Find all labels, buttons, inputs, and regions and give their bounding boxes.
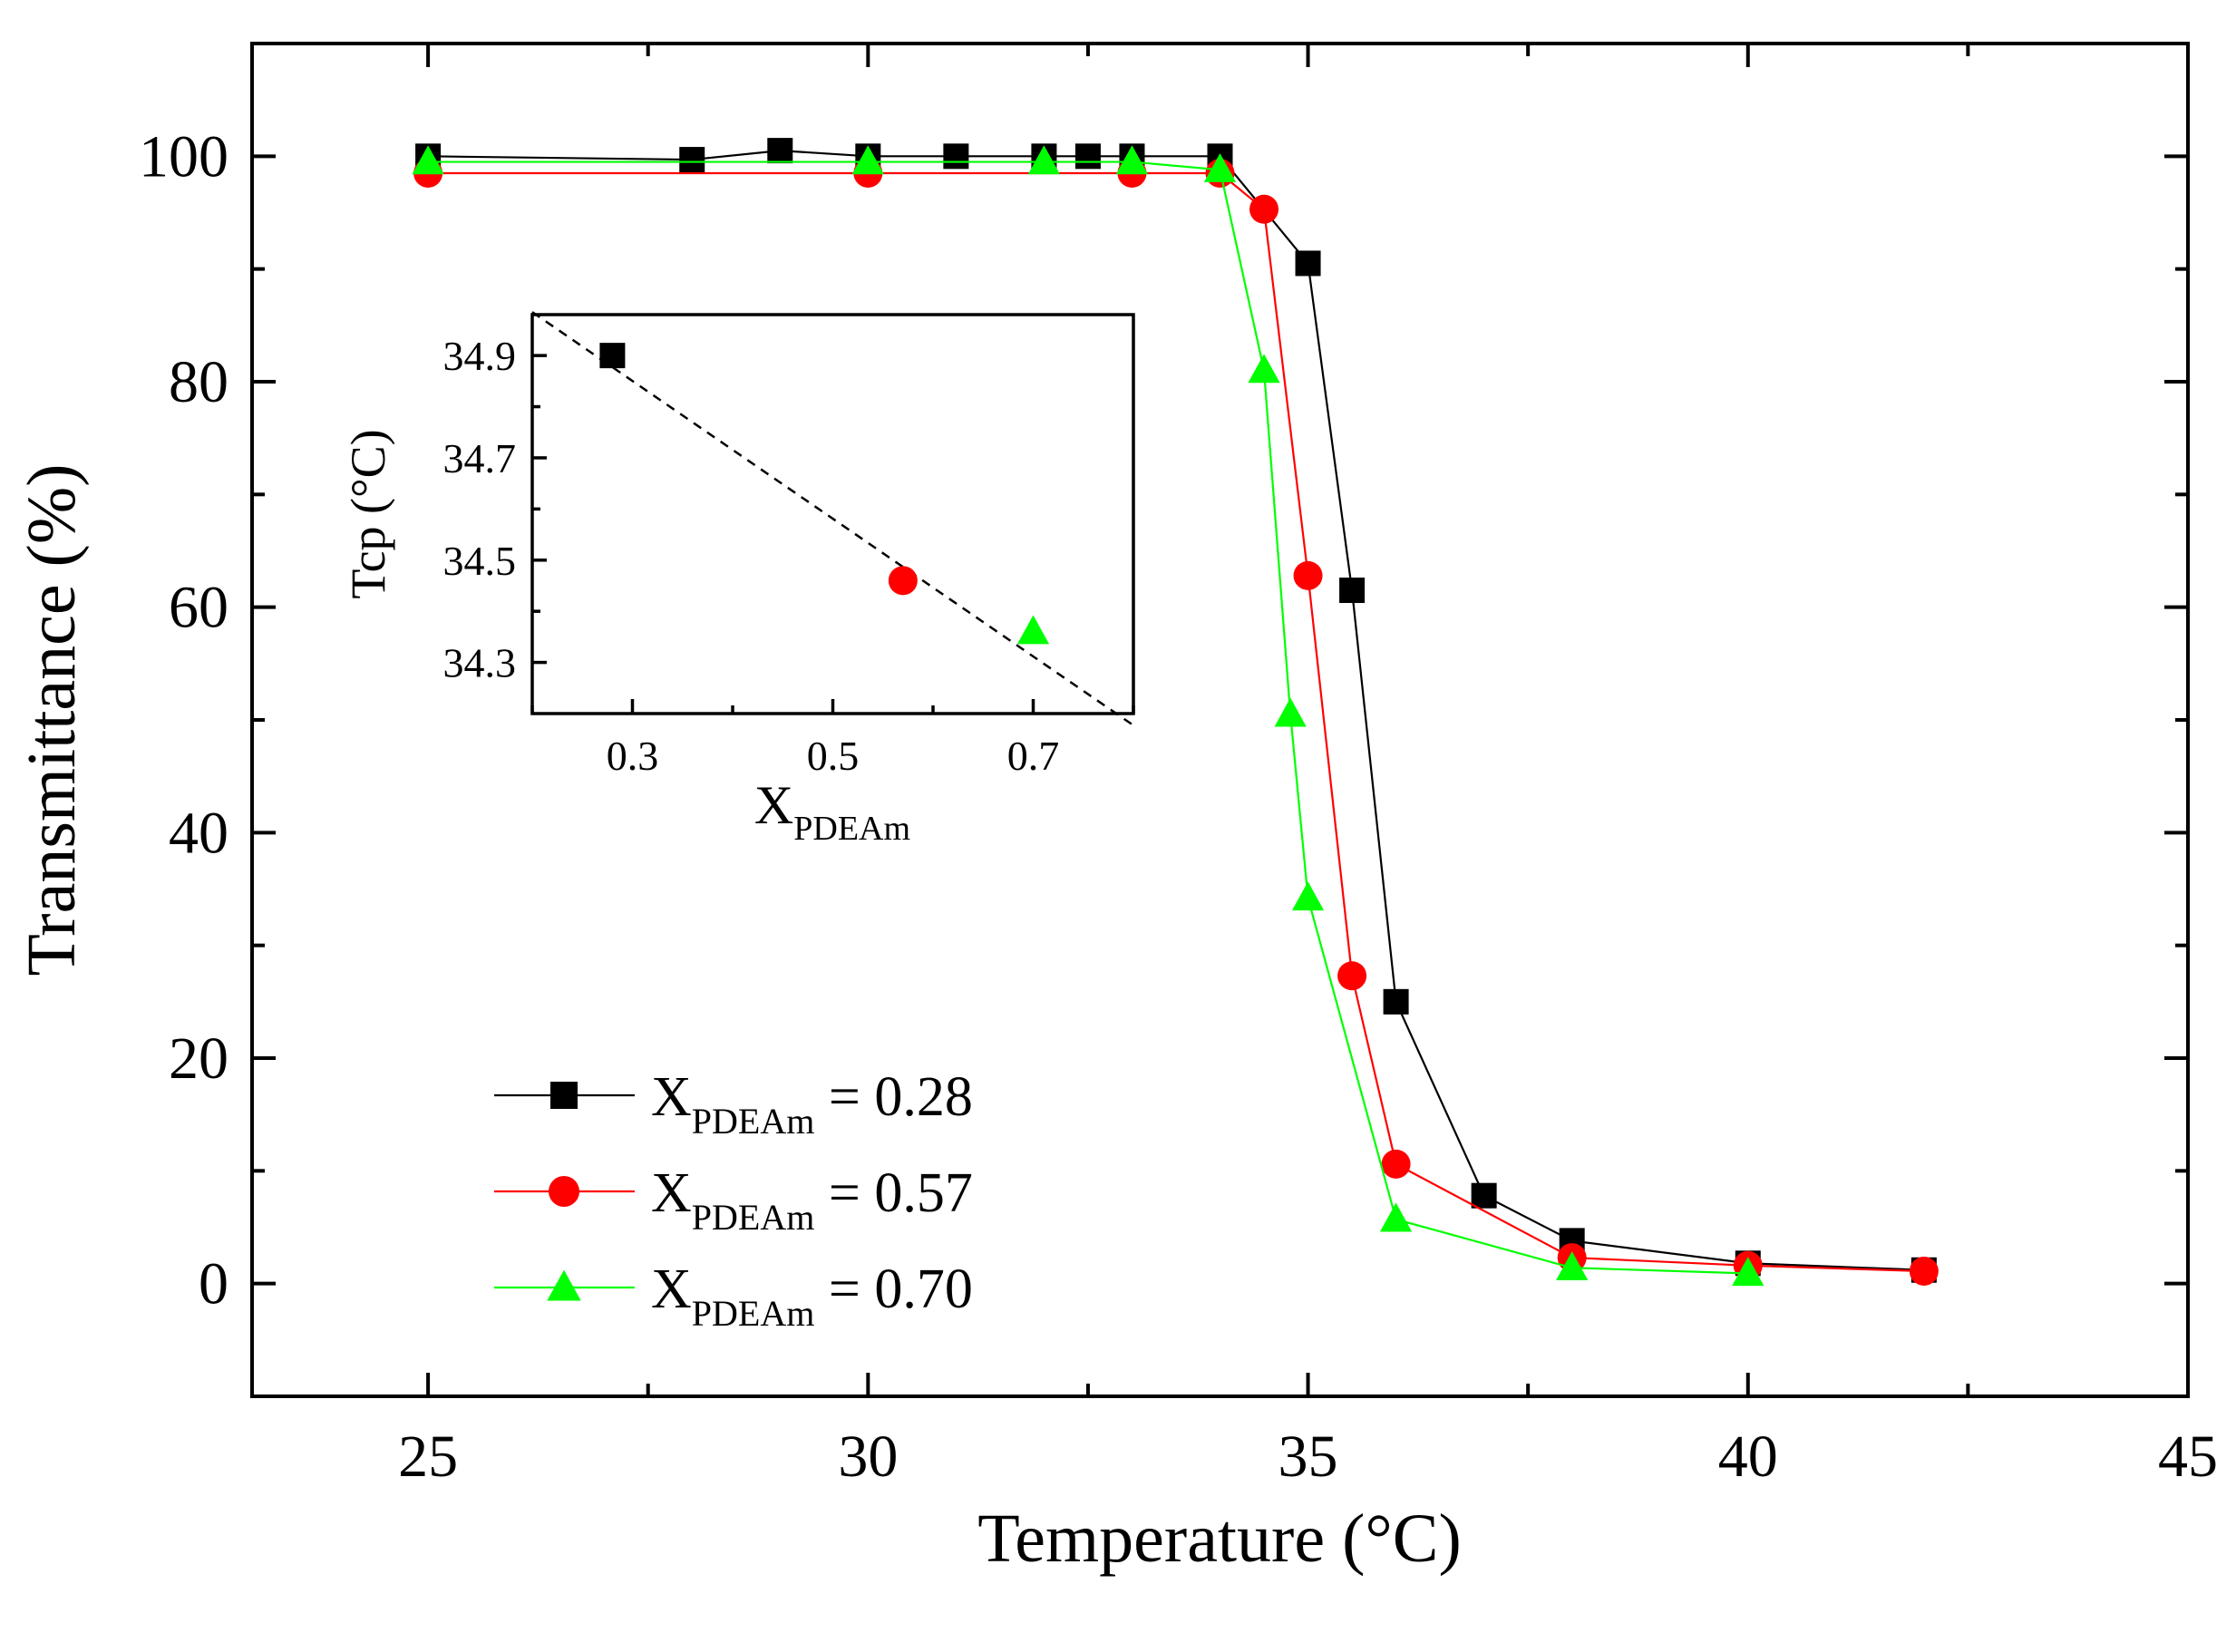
series-triangle — [412, 145, 1764, 1287]
x-tick-label: 25 — [398, 1424, 458, 1490]
x-axis-label: Temperature (°C) — [977, 1501, 1462, 1577]
y-tick-label: 60 — [169, 575, 228, 641]
inset-fit-line — [531, 311, 1134, 727]
legend-label: XPDEAm = 0.70 — [651, 1258, 973, 1334]
data-point — [767, 138, 793, 164]
legend-marker — [549, 1176, 579, 1207]
legend-label: XPDEAm = 0.57 — [651, 1162, 973, 1238]
inset-y-axis-label: Tcp (°C) — [341, 429, 395, 598]
legend-entry: XPDEAm = 0.70 — [494, 1258, 973, 1334]
data-point — [1383, 988, 1409, 1015]
inset-axis-ticks — [530, 354, 1135, 714]
inset-y-tick-label: 34.5 — [443, 538, 517, 584]
data-point — [1732, 1257, 1764, 1287]
inset-axis-tick-labels: 0.3 0.5 0.7 34.3 34.5 34.7 34.9 — [443, 333, 1060, 779]
data-point — [1471, 1182, 1497, 1209]
x-tick-label: 40 — [1718, 1424, 1778, 1490]
legend-label: XPDEAm = 0.28 — [651, 1066, 973, 1142]
inset-data-point — [1016, 615, 1050, 645]
y-tick-label: 0 — [199, 1251, 228, 1317]
data-point — [1339, 578, 1366, 604]
y-tick-label: 20 — [169, 1025, 228, 1092]
data-point — [1115, 145, 1149, 175]
x-tick-label: 30 — [838, 1424, 898, 1490]
data-point — [412, 145, 444, 175]
legend-marker — [547, 1269, 581, 1301]
inset-x-tick-label: 0.7 — [1007, 733, 1060, 779]
y-tick-label: 100 — [139, 123, 228, 189]
data-point — [1291, 881, 1325, 911]
inset-data-point — [888, 566, 918, 596]
data-point — [943, 143, 969, 170]
y-tick-label: 40 — [169, 800, 228, 866]
x-tick-label: 45 — [2158, 1424, 2218, 1490]
inset-y-tick-label: 34.9 — [443, 333, 517, 379]
legend-entry: XPDEAm = 0.28 — [494, 1066, 973, 1142]
main-axis-tick-labels: 25 30 35 40 45 0 20 40 60 80 100 — [139, 123, 2218, 1490]
legend: XPDEAm = 0.28 XPDEAm = 0.57 XPDEAm = 0.70 — [494, 1066, 973, 1334]
y-tick-label: 80 — [169, 349, 228, 415]
main-plot-frame — [250, 42, 2190, 1398]
data-point — [1909, 1256, 1939, 1286]
data-point — [851, 145, 884, 175]
data-point — [1074, 143, 1101, 170]
inset-x-tick-label: 0.3 — [607, 733, 659, 779]
data-point — [1203, 153, 1237, 182]
data-point — [1381, 1149, 1411, 1179]
data-point — [1295, 250, 1321, 277]
series-line — [428, 150, 1924, 1271]
inset-y-tick-label: 34.3 — [443, 640, 517, 686]
data-point — [1556, 1251, 1589, 1280]
main-axis-ticks — [252, 42, 2190, 1398]
data-point — [1274, 697, 1307, 727]
inset-plot-frame — [530, 313, 1135, 715]
data-point — [1248, 354, 1280, 384]
legend-marker — [550, 1082, 578, 1109]
data-point — [1249, 194, 1279, 224]
inset-data-point — [599, 343, 626, 369]
inset-x-tick-label: 0.5 — [807, 733, 860, 779]
data-point — [1027, 145, 1061, 175]
data-point — [1293, 560, 1323, 590]
data-point — [1337, 961, 1367, 991]
legend-entry: XPDEAm = 0.57 — [494, 1162, 973, 1238]
inset-series-group — [531, 311, 1134, 727]
data-point — [679, 147, 705, 173]
inset-y-tick-label: 34.7 — [443, 435, 517, 481]
inset-x-axis-label: XPDEAm — [754, 775, 910, 848]
x-tick-label: 35 — [1278, 1424, 1338, 1490]
main-series-group — [412, 138, 1939, 1287]
y-axis-label: Transmittance (%) — [14, 464, 90, 977]
data-point — [1379, 1202, 1413, 1232]
